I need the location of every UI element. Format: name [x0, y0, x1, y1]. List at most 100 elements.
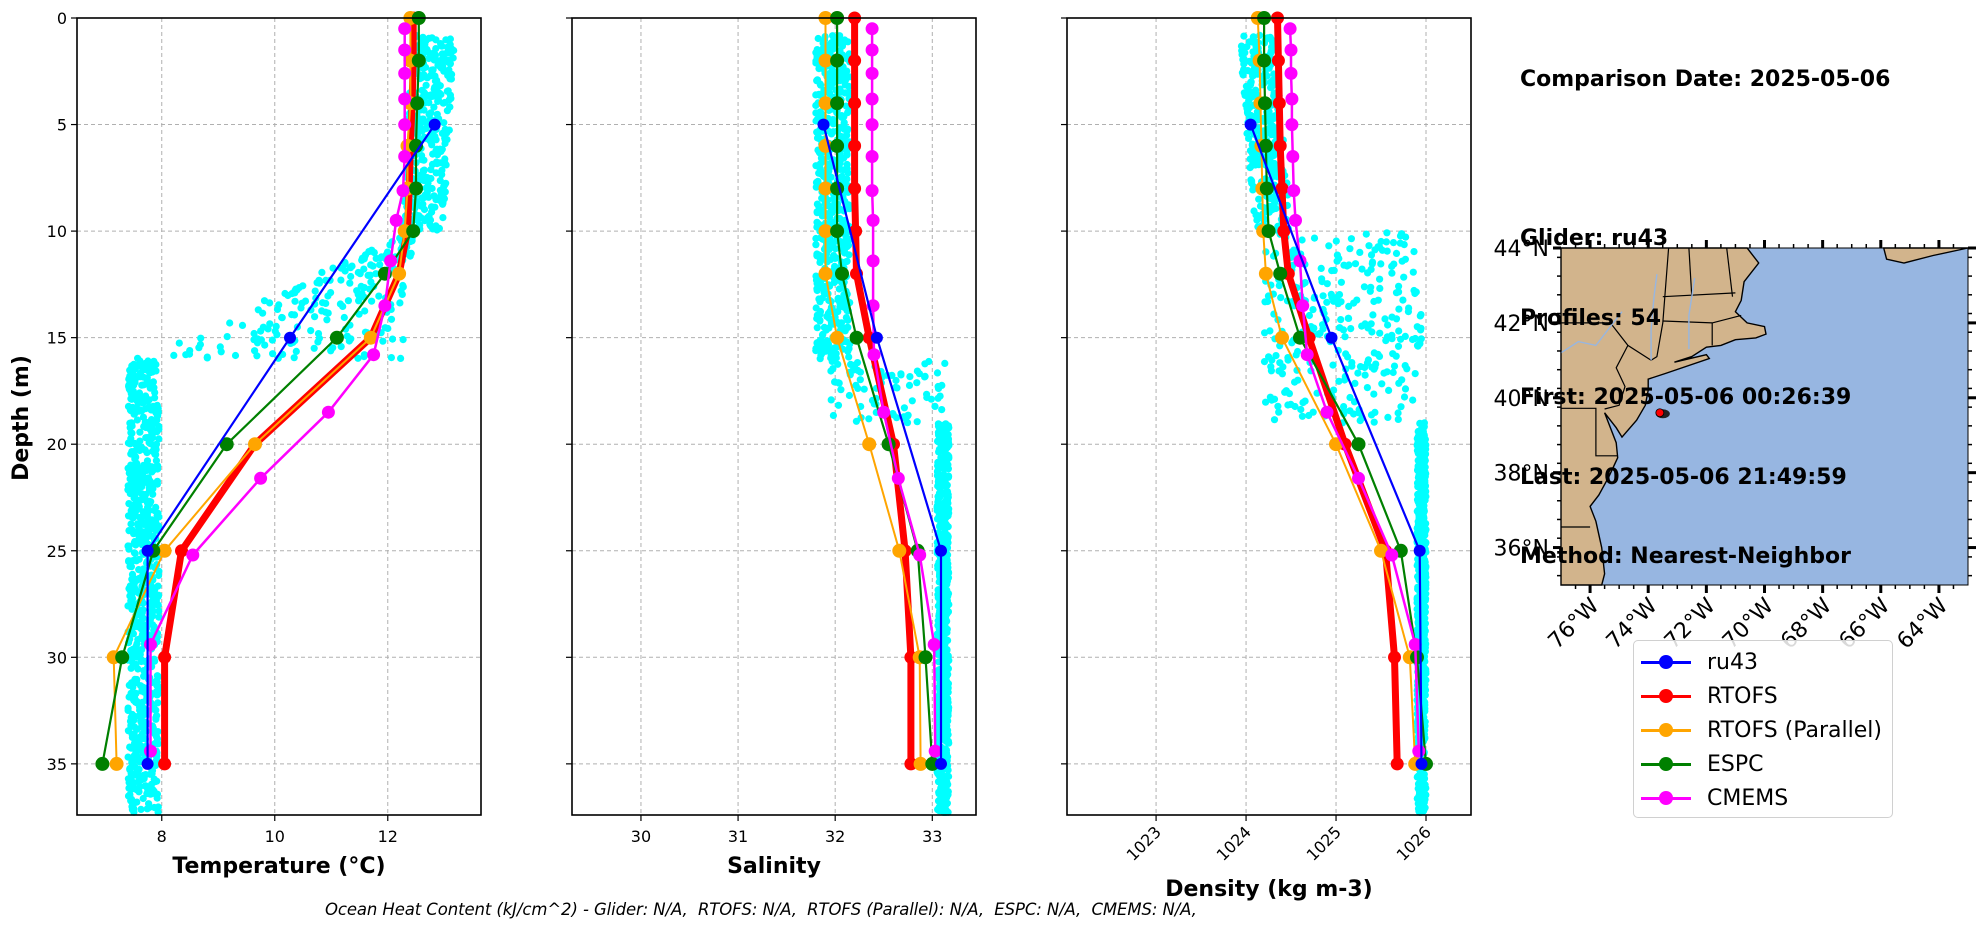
glider-scatter-point — [1243, 43, 1251, 51]
glider-scatter-point — [820, 255, 828, 263]
axes-frame — [571, 17, 977, 816]
glider-scatter-point — [828, 66, 836, 74]
glider-scatter-point — [428, 66, 436, 74]
glider-scatter-point — [1276, 359, 1284, 367]
glider-scatter-point — [440, 119, 448, 127]
glider-scatter-point — [143, 790, 151, 798]
series-point — [141, 544, 154, 557]
series-point — [411, 53, 426, 68]
glider-scatter-point — [376, 261, 384, 269]
glider-scatter-point — [152, 706, 160, 714]
glider-scatter-point — [427, 174, 435, 183]
glider-scatter-point — [1395, 305, 1403, 313]
glider-scatter-point — [271, 327, 279, 335]
glider-scatter-point — [1244, 109, 1252, 117]
series-point — [935, 544, 947, 557]
glider-scatter-point — [124, 542, 132, 550]
glider-scatter-point — [935, 448, 943, 456]
series-point — [1388, 650, 1401, 664]
glider-scatter-point — [259, 323, 267, 331]
series-point — [1415, 757, 1428, 770]
glider-scatter-point — [1395, 282, 1403, 290]
series-point — [95, 756, 110, 771]
glider-scatter-point — [1376, 275, 1384, 283]
glider-scatter-point — [812, 241, 820, 249]
glider-scatter-point — [1377, 237, 1385, 246]
first-time: First: 2025-05-06 00:26:39 — [1520, 385, 1852, 410]
series-point — [398, 92, 412, 106]
glider-scatter-point — [1267, 363, 1275, 371]
glider-scatter-point — [148, 603, 156, 612]
glider-scatter-point — [839, 166, 848, 174]
glider-scatter-point — [1238, 51, 1246, 59]
glider-scatter-point — [146, 436, 154, 444]
glider-scatter-point — [439, 99, 447, 107]
glider-scatter-point — [149, 597, 157, 605]
glider-scatter-point — [141, 495, 149, 503]
legend-swatch-icon — [1641, 686, 1691, 706]
glider-scatter-point — [856, 376, 864, 384]
glider-scatter-point — [940, 711, 948, 720]
glider-scatter-point — [1309, 408, 1317, 416]
axis-bottom-mask — [568, 816, 980, 876]
ocean-heat-content-footer: Ocean Heat Content (kJ/cm^2) - Glider: N… — [325, 900, 1197, 919]
glider-scatter-point — [823, 346, 832, 354]
glider-scatter-point — [273, 305, 282, 313]
glider-scatter-point — [1298, 412, 1306, 420]
glider-scatter-point — [445, 56, 453, 64]
glider-scatter-point — [934, 394, 942, 402]
series-point — [329, 330, 344, 345]
x-tick-label: 12 — [378, 827, 398, 846]
glider-scatter-point — [149, 378, 157, 386]
glider-scatter-point — [836, 85, 844, 93]
glider-scatter-point — [170, 351, 178, 359]
glider-scatter-point — [944, 698, 952, 707]
glider-scatter-point — [1400, 273, 1408, 281]
glider-scatter-point — [813, 324, 821, 332]
glider-scatter-point — [133, 679, 141, 687]
glider-scatter-point — [311, 287, 319, 295]
glider-scatter-point — [1421, 528, 1429, 536]
glider-scatter-point — [142, 521, 150, 529]
glider-scatter-point — [278, 314, 286, 322]
glider-scatter-point — [1417, 439, 1425, 448]
glider-scatter-point — [944, 507, 952, 515]
glider-scatter-point — [1376, 284, 1384, 292]
glider-scatter-point — [375, 292, 383, 300]
glider-scatter-point — [938, 406, 946, 414]
glider-scatter-point — [1266, 327, 1274, 335]
glider-scatter-point — [131, 723, 139, 731]
glider-scatter-point — [840, 113, 848, 121]
glider-scatter-point — [892, 376, 900, 385]
glider-scatter-point — [936, 522, 944, 530]
glider-scatter-point — [138, 743, 146, 751]
glider-scatter-point — [134, 354, 142, 362]
map-lon-label: 76°W — [1544, 593, 1605, 654]
glider-scatter-point — [438, 199, 446, 207]
series-point — [865, 150, 879, 163]
glider-scatter-point — [834, 207, 843, 215]
glider-scatter-point — [826, 209, 834, 217]
glider-scatter-point — [1245, 97, 1253, 105]
series-point — [1413, 544, 1426, 557]
glider-scatter-point — [1305, 311, 1313, 320]
glider-scatter-point — [1255, 195, 1263, 203]
glider-scatter-point — [1409, 268, 1417, 276]
glider-scatter-point — [292, 347, 300, 355]
y-tick-label: 35 — [47, 755, 67, 774]
glider-scatter-point — [843, 323, 852, 331]
series-point — [835, 266, 849, 281]
legend-swatch-icon — [1641, 788, 1691, 808]
glider-scatter-point — [323, 316, 331, 324]
glider-scatter-point — [1418, 805, 1427, 813]
glider-scatter-point — [1399, 296, 1407, 304]
glider-scatter-point — [816, 298, 824, 306]
series-point — [115, 650, 130, 665]
series-point — [398, 43, 412, 57]
glider-scatter-point — [130, 467, 138, 475]
glider-scatter-point — [136, 513, 144, 522]
glider-scatter-point — [436, 145, 444, 153]
glider-scatter-point — [816, 317, 824, 325]
glider-scatter-point — [1378, 380, 1386, 388]
